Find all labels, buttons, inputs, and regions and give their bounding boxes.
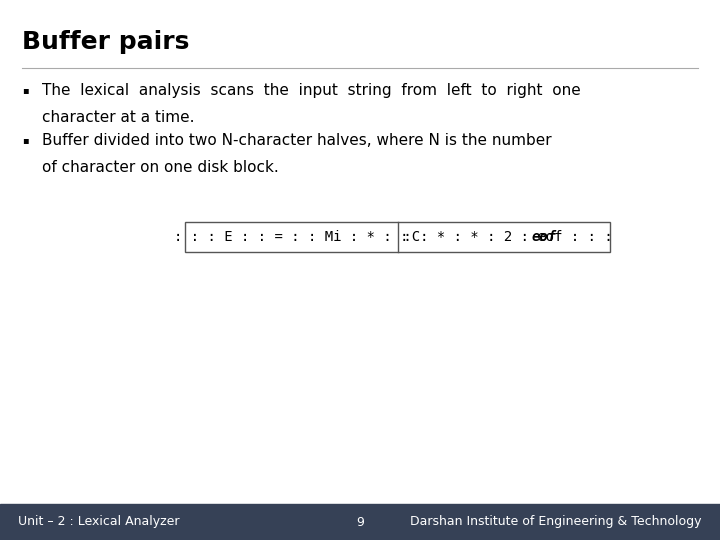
Text: eof: eof: [531, 230, 557, 244]
Text: : : : E : : = : : Mi : * : :: : : : E : : = : : Mi : * : :: [174, 230, 408, 244]
Text: The  lexical  analysis  scans  the  input  string  from  left  to  right  one: The lexical analysis scans the input str…: [42, 83, 581, 98]
Text: :C: * : * : 2 : eof : : :: :C: * : * : 2 : eof : : :: [395, 230, 613, 244]
Text: 9: 9: [356, 516, 364, 529]
Text: Buffer pairs: Buffer pairs: [22, 30, 189, 54]
Text: of character on one disk block.: of character on one disk block.: [42, 160, 279, 175]
Text: ▪: ▪: [22, 85, 29, 95]
Bar: [185, 222, 610, 252]
Text: Buffer divided into two N-character halves, where N is the number: Buffer divided into two N-character halv…: [42, 133, 552, 148]
Text: Darshan Institute of Engineering & Technology: Darshan Institute of Engineering & Techn…: [410, 516, 702, 529]
Text: ▪: ▪: [22, 135, 29, 145]
Text: Unit – 2 : Lexical Analyzer: Unit – 2 : Lexical Analyzer: [18, 516, 179, 529]
Text: character at a time.: character at a time.: [42, 110, 194, 125]
Bar: [0, 504, 720, 540]
